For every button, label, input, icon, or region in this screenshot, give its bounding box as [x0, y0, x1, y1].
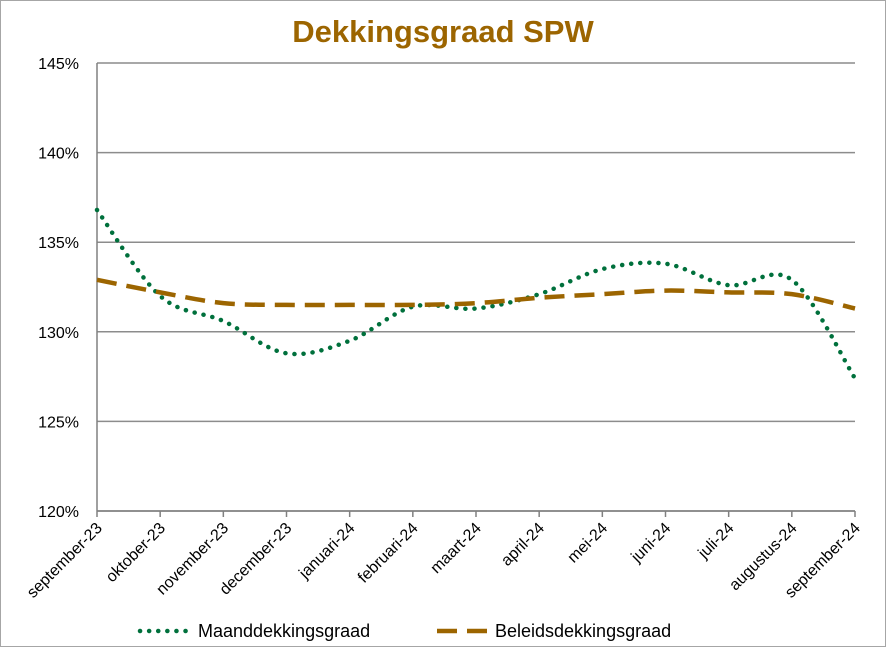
x-tick-label: mei-24 — [565, 520, 612, 567]
series-lines — [94, 207, 858, 381]
y-tick-label: 125% — [38, 414, 79, 431]
legend-label: Beleidsdekkingsgraad — [495, 621, 671, 641]
chart-title: Dekkingsgraad SPW — [292, 14, 594, 49]
x-tick-label: september-23 — [24, 520, 106, 602]
y-tick-label: 130% — [38, 325, 79, 342]
series-line-maanddekkingsgraad — [94, 207, 858, 381]
gridlines — [97, 62, 855, 512]
y-tick-label: 140% — [38, 146, 79, 163]
x-tick-label: juni-24 — [628, 520, 675, 567]
x-tick-label: februari-24 — [355, 520, 422, 587]
x-tick-label: april-24 — [498, 520, 548, 570]
x-tick-label: maart-24 — [428, 520, 485, 577]
x-tick-label: juli-24 — [695, 520, 738, 563]
y-tick-label: 120% — [38, 504, 79, 521]
y-tick-label: 135% — [38, 235, 79, 252]
legend: Maanddekkingsgraad Beleidsdekkingsgraad — [137, 621, 671, 641]
series-line-beleidsdekkingsgraad — [96, 277, 856, 311]
x-tick-label: oktober-23 — [103, 520, 169, 586]
x-tick-label: januari-24 — [295, 520, 358, 583]
legend-label: Maanddekkingsgraad — [198, 621, 370, 641]
y-tick-label: 145% — [38, 56, 79, 73]
y-axis-ticks: 120% 125% 130% 135% 140% 145% — [38, 56, 79, 521]
